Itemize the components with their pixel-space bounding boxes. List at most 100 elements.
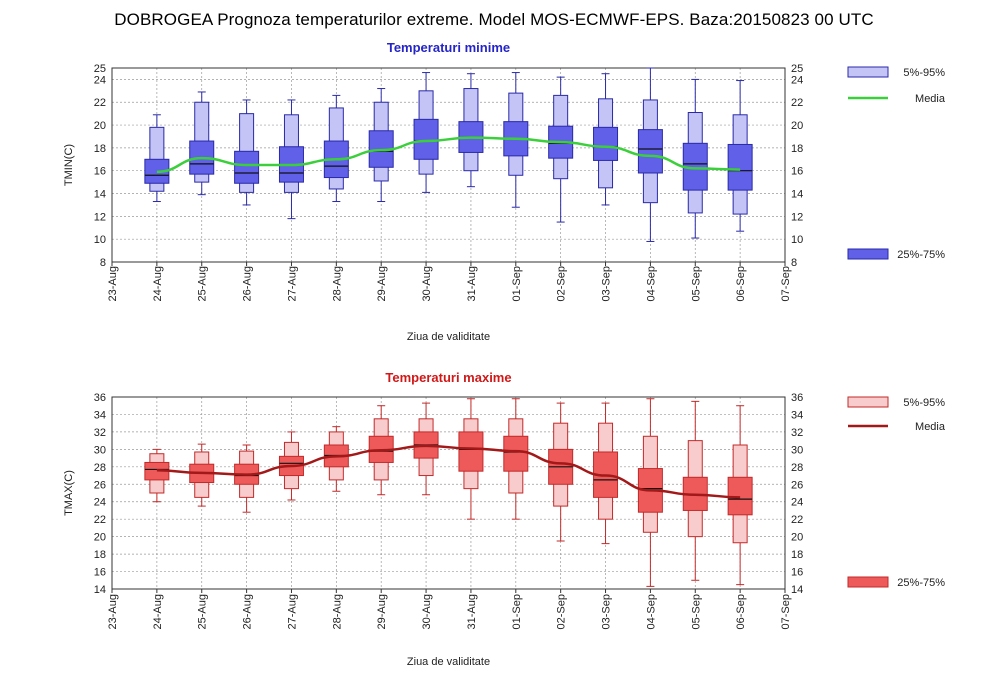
- plot-area: [112, 68, 785, 262]
- x-tick-label: 23-Aug: [107, 266, 119, 301]
- y-tick-label-left: 24: [94, 497, 106, 509]
- x-tick-label: 31-Aug: [466, 594, 478, 629]
- y-tick-label-left: 16: [94, 166, 106, 178]
- legend-label-mean: Media: [915, 93, 946, 105]
- y-tick-label-right: 25: [791, 63, 803, 75]
- x-tick-label: 29-Aug: [376, 266, 388, 301]
- legend-swatch-25-75: [847, 576, 889, 588]
- x-tick-label: 07-Sep: [780, 594, 792, 629]
- y-tick-label-left: 26: [94, 479, 106, 491]
- x-axis-label: Ziua de validitate: [407, 331, 490, 343]
- x-tick-label: 28-Aug: [331, 266, 343, 301]
- y-tick-label-right: 22: [791, 514, 803, 526]
- x-tick-label: 25-Aug: [197, 266, 209, 301]
- y-tick-label-left: 12: [94, 211, 106, 223]
- x-tick-label: 27-Aug: [286, 266, 298, 301]
- plot-frame: [111, 67, 786, 263]
- chart-panel-tmin: Temperaturi minime 8 8 10 10 12 12 14 14 16 16 18 18…: [63, 40, 946, 343]
- x-tick-label: 26-Aug: [242, 594, 254, 629]
- x-tick-label: 06-Sep: [735, 266, 747, 301]
- y-tick-label-right: 10: [791, 234, 803, 246]
- y-tick-label-left: 24: [94, 74, 106, 86]
- y-tick-label-right: 36: [791, 392, 803, 404]
- x-tick-label: 05-Sep: [690, 266, 702, 301]
- legend-label-25-75: 25%-75%: [897, 249, 945, 261]
- legend-swatch-5-95: [847, 396, 889, 408]
- y-tick-label-right: 18: [791, 549, 803, 561]
- y-tick-label-left: 25: [94, 63, 106, 75]
- mean-line: [156, 444, 741, 499]
- legend-label-5-95: 5%-95%: [903, 67, 945, 79]
- y-tick-label-right: 34: [791, 409, 803, 421]
- legend-label-25-75: 25%-75%: [897, 577, 945, 589]
- x-tick-label: 29-Aug: [376, 594, 388, 629]
- y-tick-label-left: 18: [94, 143, 106, 155]
- y-tick-label-left: 28: [94, 462, 106, 474]
- y-tick-label-right: 32: [791, 427, 803, 439]
- y-tick-label-right: 8: [791, 257, 797, 269]
- x-tick-label: 30-Aug: [421, 594, 433, 629]
- box-25-75: [413, 118, 439, 160]
- x-tick-label: 23-Aug: [107, 594, 119, 629]
- x-tick-label: 04-Sep: [645, 594, 657, 629]
- box-25-75: [593, 126, 619, 161]
- y-tick-label-right: 24: [791, 74, 803, 86]
- y-tick-label-right: 30: [791, 444, 803, 456]
- x-tick-label: 25-Aug: [197, 594, 209, 629]
- box-01-Sep: [503, 398, 529, 520]
- box-25-75: [234, 150, 260, 184]
- box-04-Sep: [637, 67, 663, 242]
- y-tick-label-left: 36: [94, 392, 106, 404]
- x-tick-label: 05-Sep: [690, 594, 702, 629]
- plot-frame: [111, 396, 786, 590]
- x-tick-label: 01-Sep: [511, 266, 523, 301]
- y-tick-label-right: 12: [791, 211, 803, 223]
- legend-label-mean: Media: [915, 421, 946, 433]
- y-tick-label-right: 26: [791, 479, 803, 491]
- y-tick-label-left: 14: [94, 189, 106, 201]
- x-tick-label: 24-Aug: [152, 594, 164, 629]
- y-tick-label-left: 18: [94, 549, 106, 561]
- y-tick-label-right: 16: [791, 166, 803, 178]
- box-31-Aug: [458, 398, 484, 520]
- page-title: DOBROGEA Prognoza temperaturilor extreme…: [114, 10, 874, 29]
- x-tick-label: 27-Aug: [286, 594, 298, 629]
- chart-title: Temperaturi maxime: [385, 370, 511, 385]
- legend-swatch-5-95: [847, 66, 889, 78]
- y-tick-label-left: 34: [94, 409, 106, 421]
- y-tick-label-left: 14: [94, 584, 106, 596]
- y-tick-label-left: 30: [94, 444, 106, 456]
- x-tick-label: 02-Sep: [556, 266, 568, 301]
- x-tick-label: 24-Aug: [152, 266, 164, 301]
- box-28-Aug: [323, 94, 349, 203]
- box-30-Aug: [413, 72, 439, 193]
- x-tick-label: 31-Aug: [466, 266, 478, 301]
- mean-line: [156, 136, 741, 174]
- x-tick-label: 02-Sep: [556, 594, 568, 629]
- chart-title: Temperaturi minime: [387, 40, 510, 55]
- legend-swatch-25-75: [847, 248, 889, 260]
- y-axis-label: TMIN(C): [63, 144, 75, 186]
- y-tick-label-right: 24: [791, 497, 803, 509]
- x-tick-label: 03-Sep: [601, 266, 613, 301]
- y-tick-label-left: 10: [94, 234, 106, 246]
- y-tick-label-right: 20: [791, 532, 803, 544]
- legend-label-5-95: 5%-95%: [903, 397, 945, 409]
- y-tick-label-right: 20: [791, 120, 803, 132]
- y-tick-label-right: 14: [791, 584, 803, 596]
- y-axis-label: TMAX(C): [63, 470, 75, 516]
- x-tick-label: 26-Aug: [242, 266, 254, 301]
- y-tick-label-right: 22: [791, 97, 803, 109]
- box-25-75: [458, 431, 484, 472]
- x-tick-label: 30-Aug: [421, 266, 433, 301]
- box-02-Sep: [548, 402, 574, 542]
- x-axis-label: Ziua de validitate: [407, 656, 490, 668]
- box-06-Sep: [727, 405, 753, 586]
- box-25-75: [727, 143, 753, 191]
- box-25-75: [503, 435, 529, 472]
- y-tick-label-left: 22: [94, 97, 106, 109]
- x-tick-label: 28-Aug: [331, 594, 343, 629]
- x-tick-label: 04-Sep: [645, 266, 657, 301]
- box-25-75: [637, 129, 663, 174]
